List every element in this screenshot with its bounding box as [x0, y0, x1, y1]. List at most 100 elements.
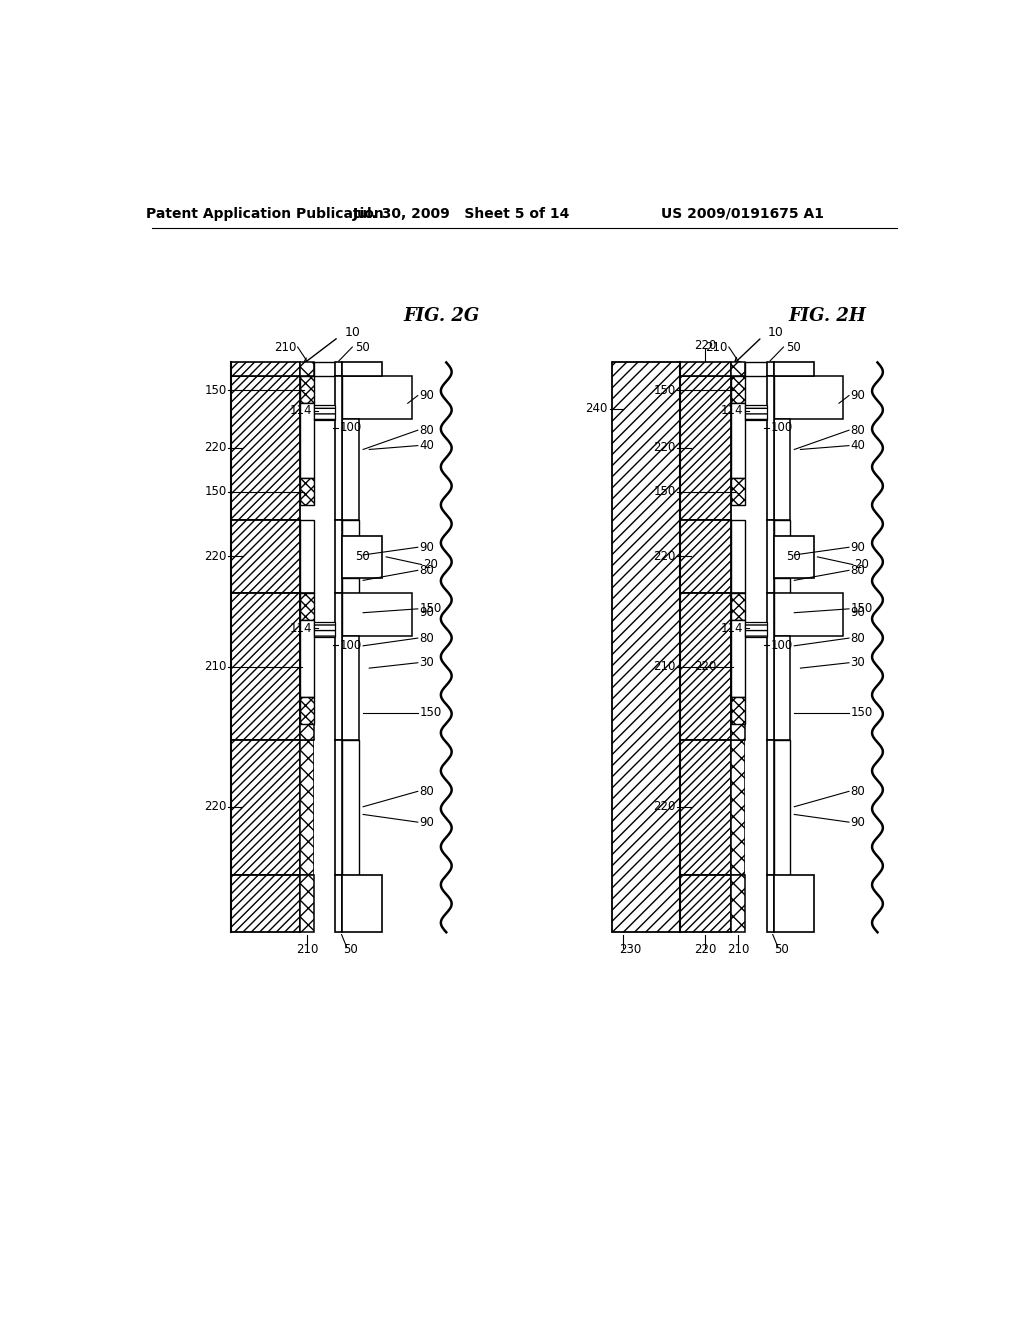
Text: 90: 90: [851, 541, 865, 554]
Text: 40: 40: [419, 440, 434, 453]
Bar: [767, 376, 773, 520]
Text: 90: 90: [851, 816, 865, 829]
Bar: [313, 520, 336, 594]
Bar: [313, 739, 336, 875]
Bar: [342, 536, 382, 578]
Text: 90: 90: [419, 816, 434, 829]
Bar: [773, 418, 791, 520]
Bar: [230, 594, 300, 739]
Text: 50: 50: [355, 550, 370, 564]
Bar: [336, 874, 342, 932]
Bar: [731, 594, 745, 739]
Text: 90: 90: [419, 389, 434, 403]
Bar: [342, 376, 412, 418]
Bar: [230, 363, 300, 376]
Text: 90: 90: [419, 606, 434, 619]
Bar: [300, 874, 313, 932]
Bar: [680, 363, 731, 376]
Text: 80: 80: [851, 785, 865, 797]
Text: 30: 30: [419, 656, 434, 669]
Text: 210: 210: [273, 341, 296, 354]
Bar: [342, 520, 359, 536]
Bar: [680, 739, 731, 875]
Bar: [342, 578, 359, 594]
Text: 150: 150: [851, 706, 872, 719]
Bar: [731, 874, 745, 932]
Text: 50: 50: [343, 942, 358, 956]
Text: 80: 80: [419, 424, 434, 437]
Bar: [773, 376, 843, 418]
Bar: [336, 363, 342, 376]
Text: 150: 150: [205, 384, 226, 397]
Bar: [342, 636, 359, 739]
Bar: [313, 405, 336, 420]
Bar: [773, 594, 843, 636]
Text: 100: 100: [339, 639, 361, 652]
Text: Patent Application Publication: Patent Application Publication: [146, 207, 384, 220]
Bar: [745, 620, 767, 739]
Bar: [300, 594, 313, 620]
Text: 220: 220: [205, 441, 226, 454]
Bar: [745, 405, 767, 420]
Text: 100: 100: [770, 421, 793, 434]
Bar: [300, 520, 313, 594]
Bar: [745, 874, 767, 932]
Text: 114: 114: [721, 404, 743, 417]
Text: 220: 220: [653, 550, 676, 564]
Text: 10: 10: [768, 326, 784, 339]
Bar: [745, 520, 767, 594]
Bar: [300, 376, 313, 404]
Text: 210: 210: [727, 942, 750, 956]
Bar: [745, 622, 767, 638]
Text: FIG. 2G: FIG. 2G: [403, 308, 480, 325]
Bar: [313, 622, 336, 638]
Text: 80: 80: [419, 785, 434, 797]
Text: 80: 80: [419, 631, 434, 644]
Bar: [230, 739, 300, 875]
Bar: [611, 363, 680, 932]
Text: 210: 210: [205, 660, 226, 673]
Text: US 2009/0191675 A1: US 2009/0191675 A1: [662, 207, 824, 220]
Bar: [773, 536, 813, 578]
Bar: [336, 594, 342, 739]
Bar: [731, 478, 745, 506]
Bar: [773, 363, 813, 376]
Bar: [336, 376, 342, 520]
Text: 150: 150: [205, 486, 226, 499]
Bar: [336, 739, 342, 875]
Bar: [731, 697, 745, 725]
Bar: [767, 363, 773, 376]
Bar: [767, 594, 773, 739]
Bar: [300, 478, 313, 506]
Bar: [313, 363, 336, 376]
Bar: [767, 874, 773, 932]
Text: 50: 50: [354, 341, 370, 354]
Bar: [342, 418, 359, 520]
Bar: [745, 404, 767, 520]
Text: 150: 150: [851, 602, 872, 615]
Text: 150: 150: [419, 602, 441, 615]
Bar: [773, 578, 791, 594]
Text: 220: 220: [653, 800, 676, 813]
Text: 50: 50: [785, 341, 801, 354]
Bar: [230, 874, 300, 932]
Bar: [230, 520, 300, 594]
Text: 100: 100: [770, 639, 793, 652]
Bar: [745, 363, 767, 376]
Text: 210: 210: [705, 341, 727, 354]
Text: 50: 50: [786, 550, 801, 564]
Bar: [731, 404, 745, 478]
Bar: [731, 620, 745, 697]
Bar: [300, 404, 313, 478]
Bar: [342, 363, 382, 376]
Bar: [342, 594, 412, 636]
Bar: [680, 594, 731, 739]
Text: 80: 80: [851, 631, 865, 644]
Text: 20: 20: [854, 558, 869, 572]
Bar: [300, 697, 313, 725]
Bar: [745, 739, 767, 875]
Bar: [680, 376, 731, 520]
Bar: [300, 620, 313, 697]
Text: 10: 10: [345, 326, 360, 339]
Text: 210: 210: [296, 942, 318, 956]
